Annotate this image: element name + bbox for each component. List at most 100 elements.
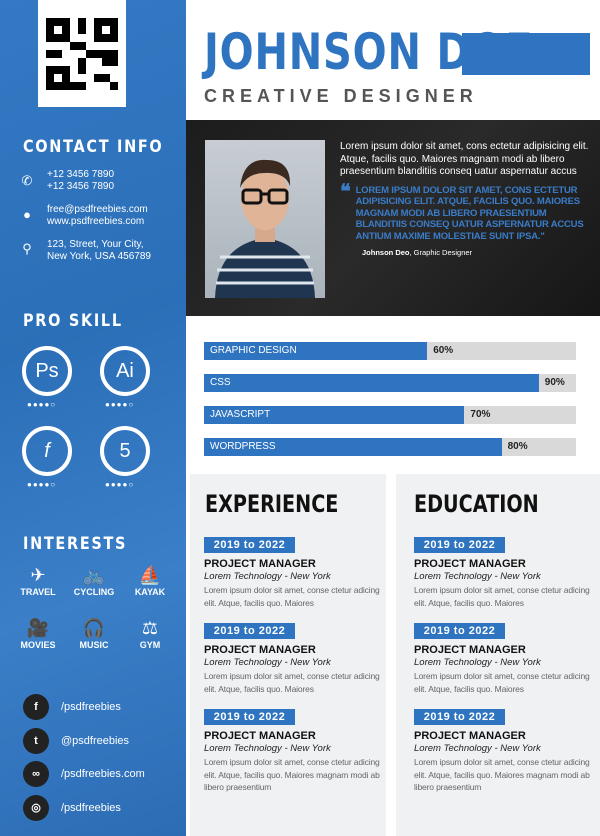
entry-description: Lorem ipsum dolor sit amet, conse ctetur…	[204, 671, 380, 694]
entry-role: PROJECT MANAGER	[414, 644, 526, 656]
date-badge: 2019 to 2022	[204, 709, 295, 725]
entry-role: PROJECT MANAGER	[414, 730, 526, 742]
experience-entry: 2019 to 2022 PROJECT MANAGER Lorem Technol…	[204, 707, 382, 794]
skill-percent: 70%	[470, 409, 491, 420]
interest-movies: 🎥 MOVIES	[11, 618, 65, 650]
skill-bar-fill: CSS	[204, 374, 539, 392]
interests-heading: INTERESTS	[23, 534, 128, 554]
skill-bar: GRAPHIC DESIGN 60%	[204, 342, 576, 360]
interest-gym: ⚖ GYM	[123, 618, 177, 650]
social-link[interactable]: ∞ /psdfreebies.com	[23, 761, 145, 787]
education-list: 2019 to 2022 PROJECT MANAGER Lorem Technol…	[414, 535, 596, 794]
address-line-2: New York, USA 456789	[47, 251, 151, 262]
headphones-icon: 🎧	[82, 618, 106, 638]
education-entry: 2019 to 2022 PROJECT MANAGER Lorem Technol…	[414, 621, 596, 695]
interest-label: MUSIC	[79, 640, 109, 650]
quote-text: LOREM IPSUM DOLOR SIT AMET, CONS ECTETUR…	[355, 184, 584, 242]
bicycle-icon: 🚲	[82, 565, 106, 585]
contact-address: 123, Street, Your City, New York, USA 456…	[47, 239, 151, 263]
social-link[interactable]: t @psdfreebies	[23, 727, 130, 754]
job-title: CREATIVE DESIGNER	[204, 86, 478, 106]
interest-music: 🎧 MUSIC	[67, 618, 121, 650]
date-badge: 2019 to 2022	[204, 537, 295, 553]
skill-bar: WORDPRESS 80%	[204, 438, 576, 456]
interest-label: TRAVEL	[20, 587, 56, 597]
twitter-icon: t	[23, 727, 49, 754]
entry-description: Lorem ipsum dolor sit amet, conse ctetur…	[204, 585, 380, 608]
social-label: /psdfreebies.com	[61, 768, 145, 780]
experience-entry: 2019 to 2022 PROJECT MANAGER Lorem Technol…	[204, 621, 382, 695]
education-panel: EDUCATION 2019 to 2022 PROJECT MANAGER Lor…	[396, 474, 600, 836]
name-accent-bar	[462, 33, 590, 75]
contact-phones: +12 3456 7890 +12 3456 7890	[47, 169, 114, 193]
entry-description: Lorem ipsum dolor sit amet, conse ctetur…	[204, 757, 380, 792]
interest-kayak: ⛵ KAYAK	[123, 565, 177, 597]
signature-role: , Graphic Designer	[409, 248, 473, 257]
entry-company: Lorem Technology - New York	[204, 571, 331, 582]
skill-percent: 80%	[507, 441, 528, 452]
interest-label: MOVIES	[20, 640, 56, 650]
skill-rating: ●●●●○	[105, 480, 135, 489]
social-label: /psdfreebies	[61, 801, 121, 814]
social-label: /psdfreebies	[61, 701, 121, 713]
entry-description: Lorem ipsum dolor sit amet, conse ctetur…	[414, 585, 590, 608]
intro-text: Lorem ipsum dolor sit amet, cons ectetur…	[340, 141, 589, 177]
entry-role: PROJECT MANAGER	[204, 558, 316, 570]
signature: Johnson Deo, Graphic Designer	[340, 248, 594, 257]
html5-icon: 5	[100, 426, 150, 476]
entry-company: Lorem Technology - New York	[204, 743, 331, 754]
link-icon: ∞	[23, 761, 49, 787]
social-link[interactable]: f/psdfreebies	[23, 694, 121, 720]
phone-2: +12 3456 7890	[47, 181, 115, 192]
social-link[interactable]: ◎ /psdfreebies	[23, 794, 121, 821]
skill-percent: 90%	[544, 377, 565, 388]
quote: ❝ LOREM IPSUM DOLOR SIT AMET, CONS ECTETU…	[340, 180, 594, 243]
skill-rating: ●●●●○	[27, 480, 57, 489]
facebook-icon: f	[23, 694, 49, 720]
dribbble-icon: ◎	[23, 794, 49, 821]
skill-bar: JAVASCRIPT 70%	[204, 406, 576, 424]
skill-rating: ●●●●○	[105, 400, 135, 409]
entry-role: PROJECT MANAGER	[414, 558, 526, 570]
email[interactable]: free@psdfreebies.com	[47, 204, 148, 215]
entry-description: Lorem ipsum dolor sit amet, conse ctetur…	[414, 757, 590, 792]
profile-photo	[205, 140, 325, 298]
interest-cycling: 🚲 CYCLING	[67, 565, 121, 597]
education-entry: 2019 to 2022 PROJECT MANAGER Lorem Technol…	[414, 707, 596, 794]
interest-label: CYCLING	[73, 587, 115, 597]
skill-percent: 60%	[433, 345, 454, 356]
entry-role: PROJECT MANAGER	[204, 644, 316, 656]
date-badge: 2019 to 2022	[414, 537, 505, 553]
website[interactable]: www.psdfreebies.com	[47, 216, 145, 227]
pro-skill-heading: PRO SKILL	[23, 311, 123, 331]
interest-label: KAYAK	[134, 587, 166, 597]
experience-entry: 2019 to 2022 PROJECT MANAGER Lorem Technol…	[204, 535, 382, 609]
contact-heading: CONTACT INFO	[23, 137, 164, 157]
date-badge: 2019 to 2022	[414, 623, 505, 639]
plane-icon: ✈	[30, 565, 46, 585]
qr-code	[38, 0, 126, 107]
education-heading: EDUCATION	[414, 490, 539, 518]
social-label: @psdfreebies	[61, 734, 130, 747]
entry-company: Lorem Technology - New York	[204, 657, 331, 668]
interest-label: GYM	[139, 640, 161, 650]
skill-bar-fill: JAVASCRIPT	[204, 406, 465, 424]
entry-company: Lorem Technology - New York	[414, 571, 541, 582]
globe-icon: ●	[23, 207, 31, 222]
flash-icon: f	[22, 426, 72, 476]
interest-travel: ✈ TRAVEL	[11, 565, 65, 597]
skill-bar-fill: WORDPRESS	[204, 438, 502, 456]
entry-role: PROJECT MANAGER	[204, 730, 316, 742]
about-text-block: Lorem ipsum dolor sit amet, cons ectetur…	[340, 141, 594, 257]
quote-mark-icon: ❝	[340, 180, 351, 203]
experience-heading: EXPERIENCE	[205, 490, 339, 518]
skill-rating: ●●●●○	[27, 400, 57, 409]
experience-list: 2019 to 2022 PROJECT MANAGER Lorem Technol…	[204, 535, 382, 794]
date-badge: 2019 to 2022	[204, 623, 295, 639]
education-entry: 2019 to 2022 PROJECT MANAGER Lorem Technol…	[414, 535, 596, 609]
experience-panel: EXPERIENCE 2019 to 2022 PROJECT MANAGER Lo…	[190, 474, 386, 836]
skill-bar: CSS 90%	[204, 374, 576, 392]
entry-description: Lorem ipsum dolor sit amet, conse ctetur…	[414, 671, 590, 694]
address-line-1: 123, Street, Your City,	[47, 239, 144, 250]
illustrator-icon: Ai	[100, 346, 150, 396]
